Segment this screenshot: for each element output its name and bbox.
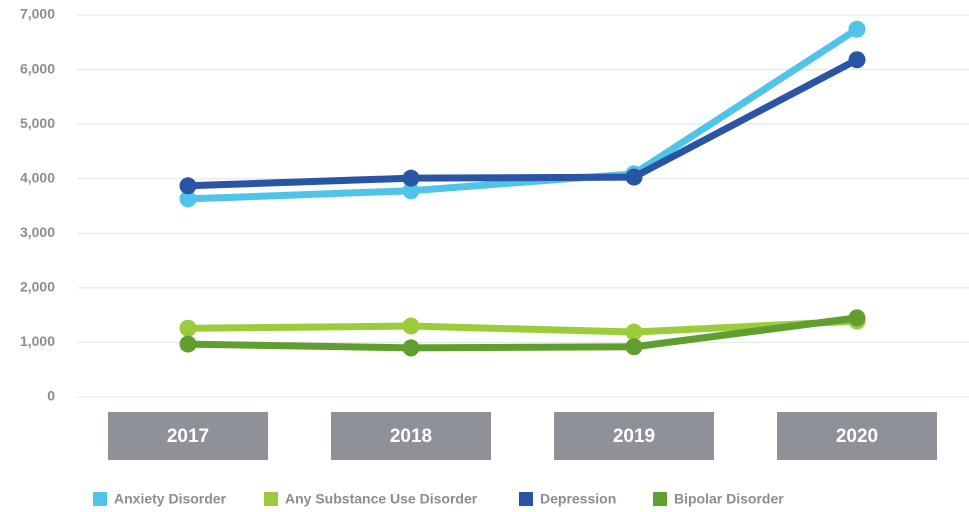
- data-point: [402, 317, 420, 335]
- y-tick-label: 5,000: [20, 115, 55, 131]
- category-box: [777, 412, 937, 460]
- data-point: [848, 51, 866, 69]
- legend-swatch: [264, 492, 278, 506]
- y-tick-label: 4,000: [20, 169, 55, 185]
- x-tick-label: 2017: [167, 426, 209, 447]
- legend-label: Bipolar Disorder: [674, 491, 784, 507]
- category-box: [108, 412, 268, 460]
- data-point: [402, 169, 420, 187]
- legend-label: Anxiety Disorder: [114, 491, 227, 507]
- series-line: [187, 56, 859, 190]
- data-point: [179, 319, 197, 337]
- series-line: [187, 26, 859, 203]
- x-tick-label: 2020: [836, 426, 878, 447]
- data-point: [179, 190, 197, 208]
- data-point: [625, 338, 643, 356]
- y-tick-label: 7,000: [20, 6, 55, 22]
- data-point: [179, 335, 197, 353]
- legend-label: Depression: [540, 491, 616, 507]
- legend-swatch: [519, 492, 533, 506]
- y-tick-label: 6,000: [20, 60, 55, 76]
- legend-label: Any Substance Use Disorder: [285, 491, 478, 507]
- y-tick-label: 2,000: [20, 279, 55, 295]
- series-line: [187, 314, 858, 352]
- category-box: [331, 412, 491, 460]
- series-line: [187, 317, 858, 336]
- category-box: [554, 412, 714, 460]
- x-tick-label: 2018: [390, 426, 432, 447]
- y-tick-label: 3,000: [20, 224, 55, 240]
- y-tick-label: 0: [47, 388, 55, 404]
- data-point: [402, 182, 420, 200]
- x-tick-label: 2019: [613, 426, 655, 447]
- y-tick-label: 1,000: [20, 333, 55, 349]
- data-point: [625, 168, 643, 186]
- data-point: [848, 309, 866, 327]
- data-point: [625, 323, 643, 341]
- legend-swatch: [653, 492, 667, 506]
- data-point: [848, 20, 866, 38]
- data-point: [179, 177, 197, 195]
- legend-swatch: [93, 492, 107, 506]
- data-point: [402, 339, 420, 357]
